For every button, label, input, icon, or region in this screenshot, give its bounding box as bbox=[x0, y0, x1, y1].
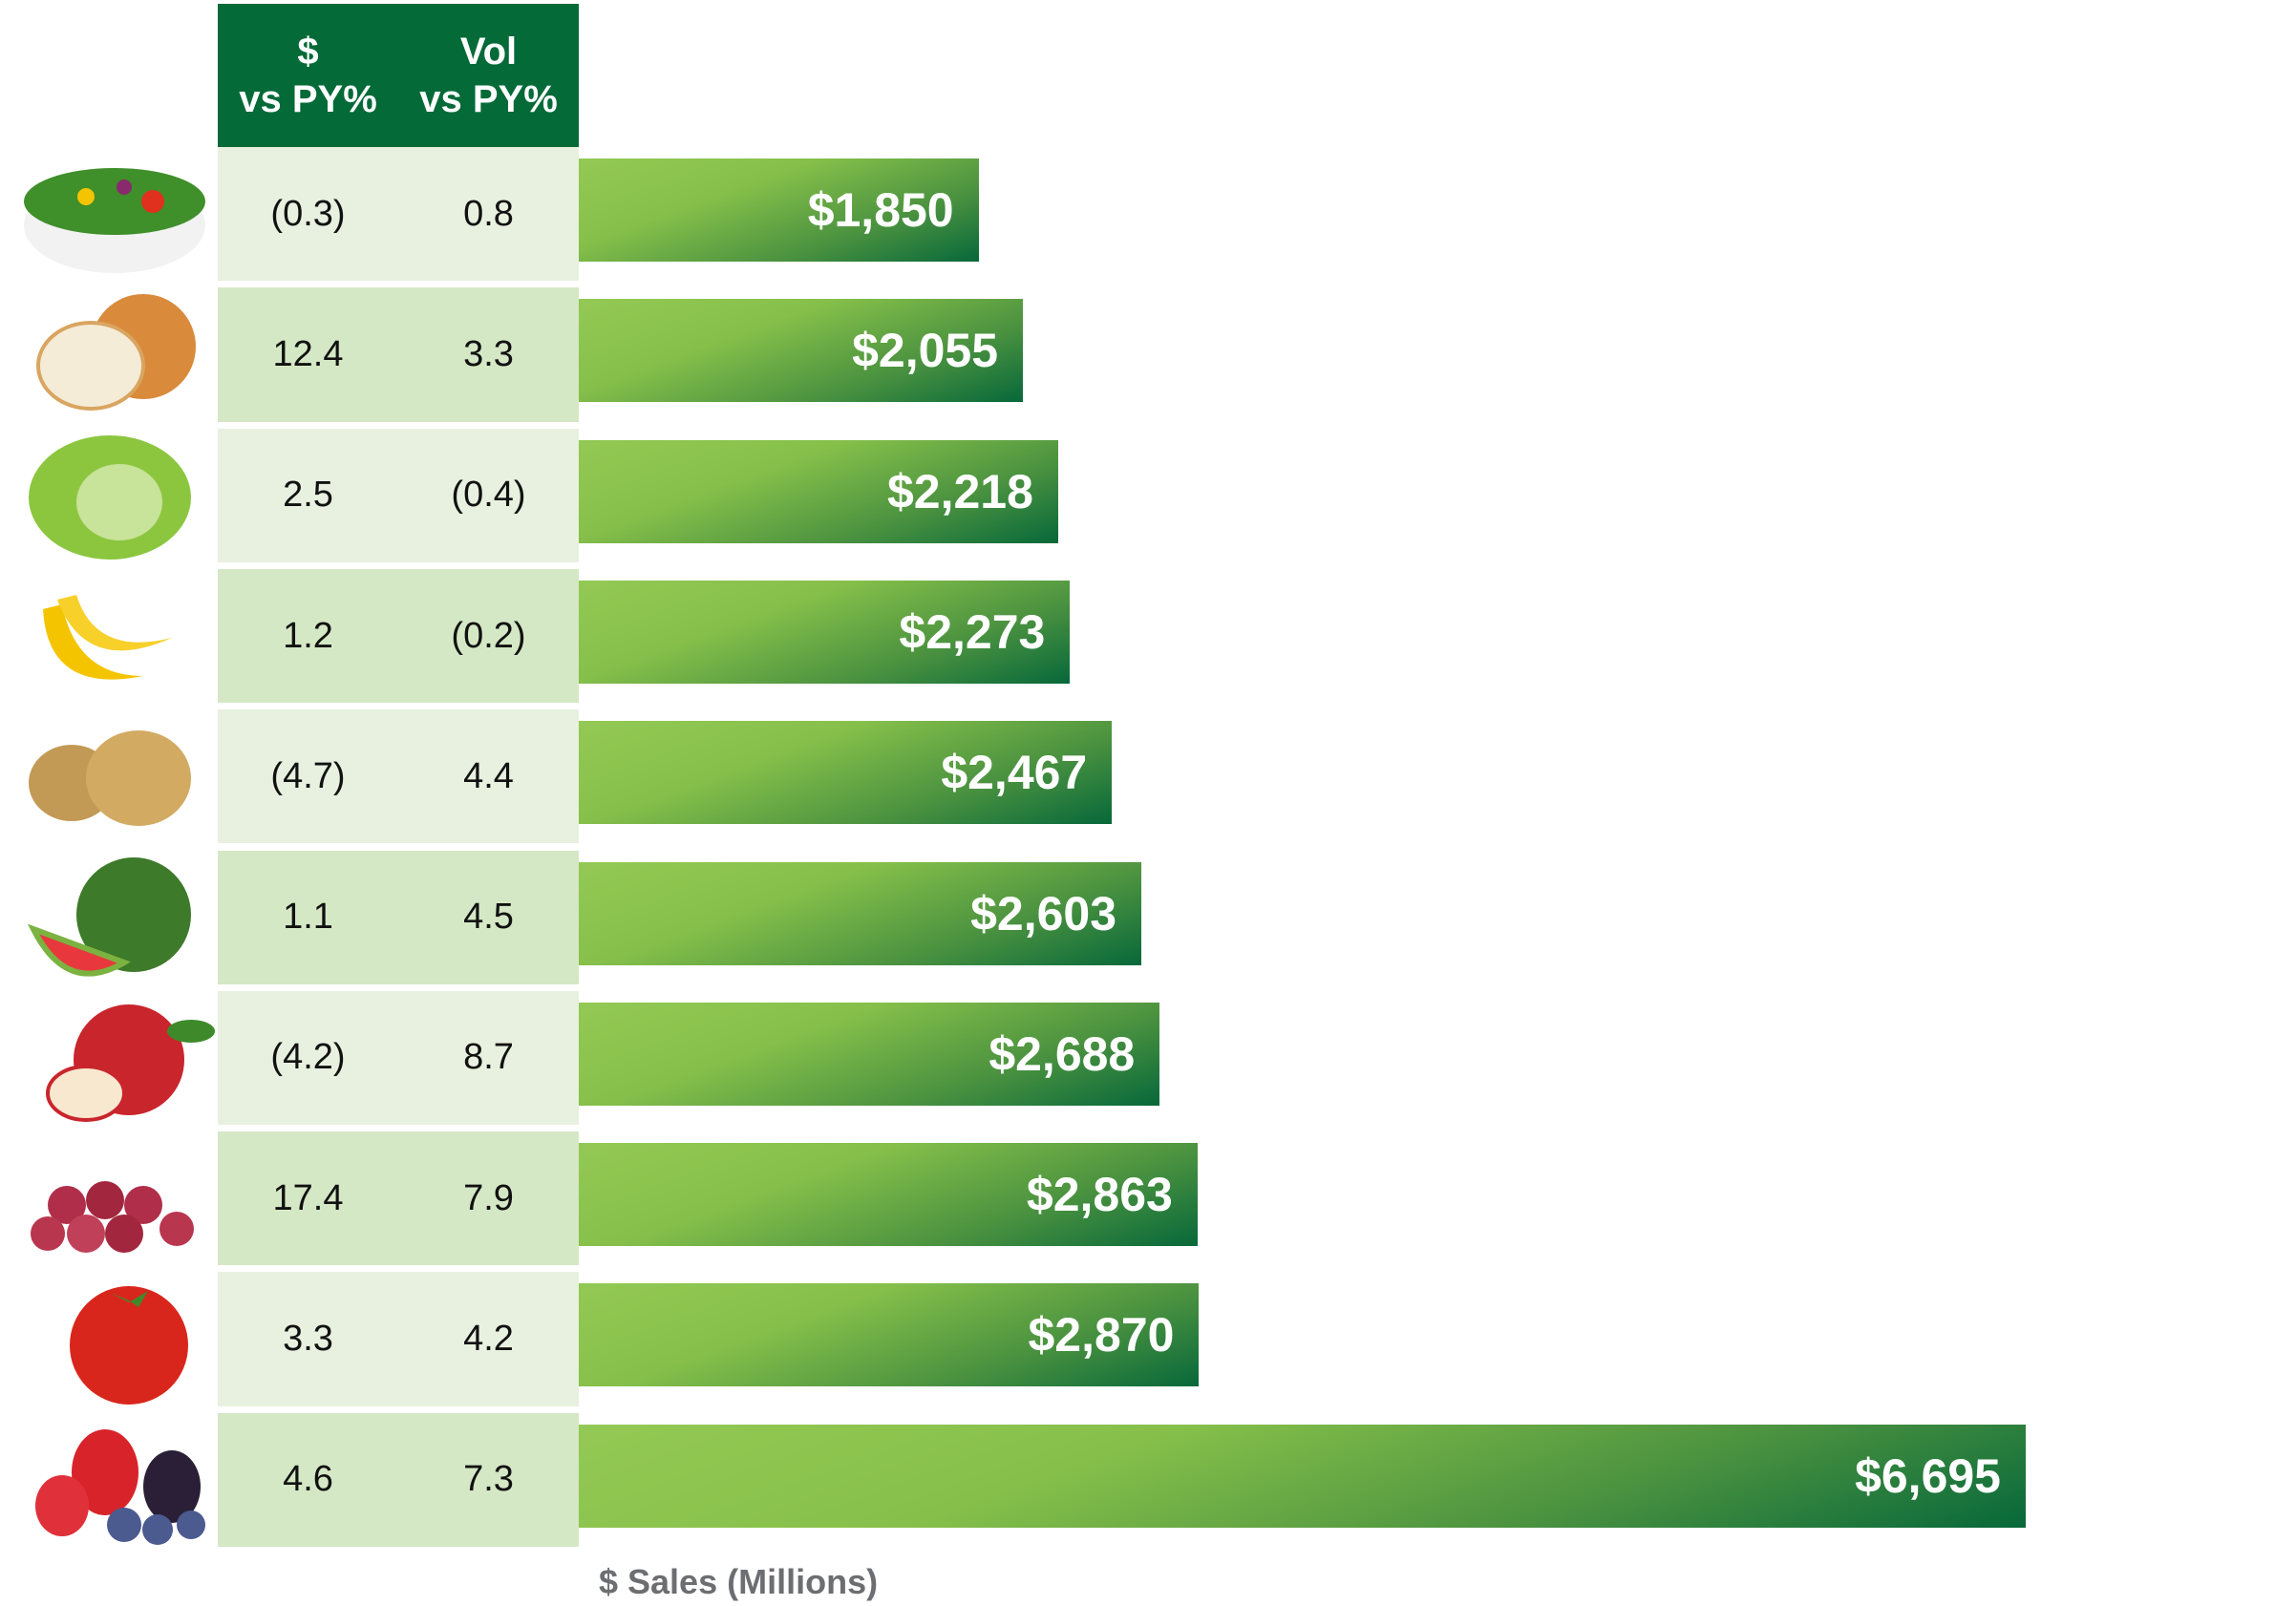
berries-icon bbox=[35, 1428, 205, 1545]
bar-tomato: $2,870 bbox=[579, 1283, 1200, 1387]
table-row: 4.6 7.3 bbox=[218, 1412, 579, 1547]
grapes-icon bbox=[31, 1181, 194, 1254]
table-row: 1.1 4.5 bbox=[218, 850, 579, 984]
vol-vs-py-cell: 7.9 bbox=[463, 1177, 514, 1218]
table-header: $ vs PY% Vol vs PY% bbox=[218, 4, 579, 147]
vol-vs-py-cell: (0.2) bbox=[451, 615, 526, 656]
dollar-vs-py-cell: (4.7) bbox=[270, 755, 346, 796]
header-line: vs PY% bbox=[419, 78, 558, 120]
dollar-vs-py-cell: (0.3) bbox=[270, 193, 346, 234]
bar-apple: $2,688 bbox=[579, 1002, 1160, 1106]
potato-icon bbox=[29, 730, 191, 827]
dollar-vs-py-cell: (4.2) bbox=[270, 1037, 346, 1078]
dollar-vs-py-cell: 12.4 bbox=[272, 333, 344, 374]
salad-icon bbox=[24, 168, 205, 273]
header-dollar-vs-py: $ vs PY% bbox=[218, 4, 398, 147]
bar-grapes: $2,863 bbox=[579, 1143, 1198, 1247]
vol-vs-py-cell: 4.4 bbox=[463, 755, 514, 796]
dollar-vs-py-cell: 3.3 bbox=[283, 1319, 333, 1360]
x-axis-label: $ Sales (Millions) bbox=[599, 1562, 879, 1601]
table-row: (4.2) 8.7 bbox=[218, 990, 579, 1126]
bar-value-label: $2,863 bbox=[1026, 1168, 1173, 1222]
lettuce-icon bbox=[29, 434, 191, 560]
vol-vs-py-cell: 4.5 bbox=[463, 897, 514, 938]
table-row: 12.4 3.3 bbox=[218, 287, 579, 422]
header-line: $ bbox=[297, 31, 319, 73]
vol-vs-py-cell: (0.4) bbox=[451, 475, 526, 516]
bar-value-label: $2,688 bbox=[989, 1026, 1136, 1081]
table-row: (0.3) 0.8 bbox=[218, 147, 579, 282]
bar-value-label: $2,603 bbox=[970, 886, 1117, 940]
bar-value-label: $6,695 bbox=[1855, 1448, 2001, 1503]
vol-vs-py-cell: 7.3 bbox=[463, 1459, 514, 1500]
table-row: 17.4 7.9 bbox=[218, 1131, 579, 1266]
table-row: 3.3 4.2 bbox=[218, 1272, 579, 1406]
dollar-vs-py-cell: 1.1 bbox=[283, 897, 333, 938]
header-line: Vol bbox=[459, 31, 518, 73]
bar-onion: $2,055 bbox=[579, 299, 1024, 403]
dollar-vs-py-cell: 2.5 bbox=[283, 475, 333, 516]
onion-icon bbox=[36, 294, 196, 412]
bar-value-label: $2,870 bbox=[1028, 1308, 1175, 1363]
bar-lettuce: $2,218 bbox=[579, 439, 1058, 543]
dollar-vs-py-cell: 4.6 bbox=[283, 1459, 333, 1500]
bar-value-label: $2,055 bbox=[852, 324, 999, 378]
bar-potato: $2,467 bbox=[579, 721, 1113, 825]
header-vol-vs-py: Vol vs PY% bbox=[398, 4, 579, 147]
tomato-icon bbox=[70, 1286, 188, 1405]
bar-value-label: $2,218 bbox=[886, 464, 1033, 518]
bar-banana: $2,273 bbox=[579, 580, 1071, 684]
bar-value-label: $1,850 bbox=[807, 183, 954, 237]
watermelon-icon bbox=[27, 856, 191, 977]
header-line: vs PY% bbox=[239, 78, 377, 120]
bar-value-label: $2,467 bbox=[941, 746, 1088, 800]
dollar-vs-py-cell: 1.2 bbox=[283, 615, 333, 656]
table-row: 1.2 (0.2) bbox=[218, 568, 579, 704]
banana-icon bbox=[43, 594, 172, 680]
bar-salad: $1,850 bbox=[579, 158, 979, 262]
bar-berries: $6,695 bbox=[579, 1424, 2026, 1528]
bar-watermelon: $2,603 bbox=[579, 861, 1142, 965]
bar-value-label: $2,273 bbox=[899, 604, 1046, 659]
vol-vs-py-cell: 8.7 bbox=[463, 1037, 514, 1078]
vol-vs-py-cell: 4.2 bbox=[463, 1319, 514, 1360]
apple-icon bbox=[46, 1004, 215, 1122]
table-row: (4.7) 4.4 bbox=[218, 709, 579, 844]
vol-vs-py-cell: 0.8 bbox=[463, 193, 514, 234]
vol-vs-py-cell: 3.3 bbox=[463, 333, 514, 374]
dollar-vs-py-cell: 17.4 bbox=[272, 1177, 344, 1218]
table-row: 2.5 (0.4) bbox=[218, 428, 579, 562]
